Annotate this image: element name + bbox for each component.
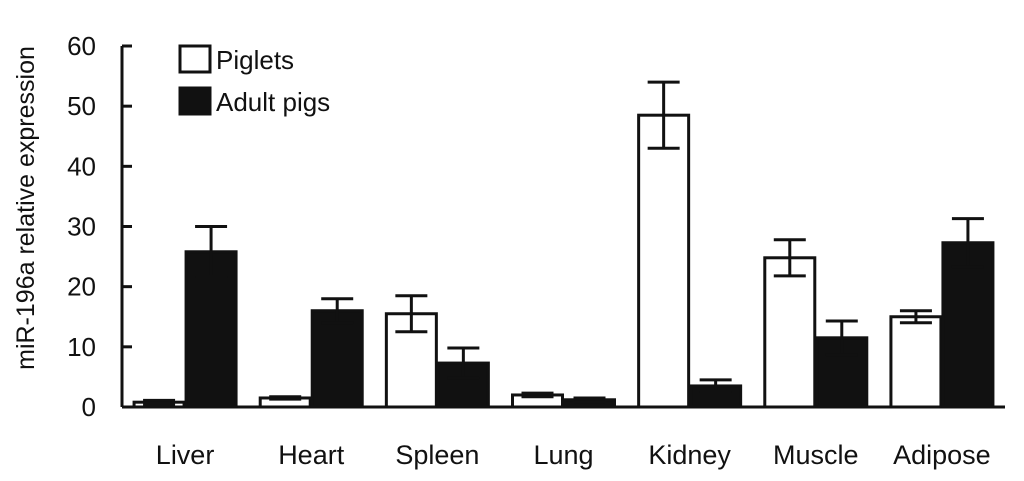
y-tick-label: 50 — [67, 91, 96, 121]
legend-label: Piglets — [216, 45, 294, 75]
y-ticks: 0 10 20 30 40 50 60 — [67, 31, 132, 422]
bar-kidney-piglets — [637, 113, 691, 409]
x-tick-label: Spleen — [395, 440, 479, 470]
y-tick-label: 20 — [67, 272, 96, 302]
y-axis-title-group: miR-196a relative expression — [12, 46, 40, 370]
y-tick-label: 30 — [67, 212, 96, 242]
x-tick-label: Lung — [533, 440, 593, 470]
bar-adipose-piglets — [889, 315, 943, 409]
bar-adipose-adult-pigs — [941, 241, 995, 409]
x-tick-label: Muscle — [773, 440, 859, 470]
y-tick-label: 40 — [67, 151, 96, 181]
y-axis-label: miR-196a relative expression — [12, 46, 40, 370]
legend-swatch — [178, 44, 212, 74]
bar-heart-adult-pigs — [310, 309, 364, 409]
x-tick-label: Adipose — [893, 440, 991, 470]
y-tick-label: 10 — [67, 332, 96, 362]
bar-muscle-piglets — [763, 256, 817, 409]
category-labels: Liver Heart Spleen Lung Kidney Muscle Adipose — [156, 440, 991, 470]
x-tick-label: Liver — [156, 440, 215, 470]
bars — [132, 113, 995, 409]
x-tick-label: Kidney — [648, 440, 731, 470]
x-tick-label: Heart — [278, 440, 345, 470]
legend-label: Adult pigs — [216, 87, 330, 117]
y-tick-label: 60 — [67, 31, 96, 61]
y-tick-label: 0 — [82, 392, 96, 422]
legend-swatch — [178, 86, 212, 116]
error-bars — [143, 80, 984, 406]
legend: Piglets Adult pigs — [178, 44, 330, 117]
